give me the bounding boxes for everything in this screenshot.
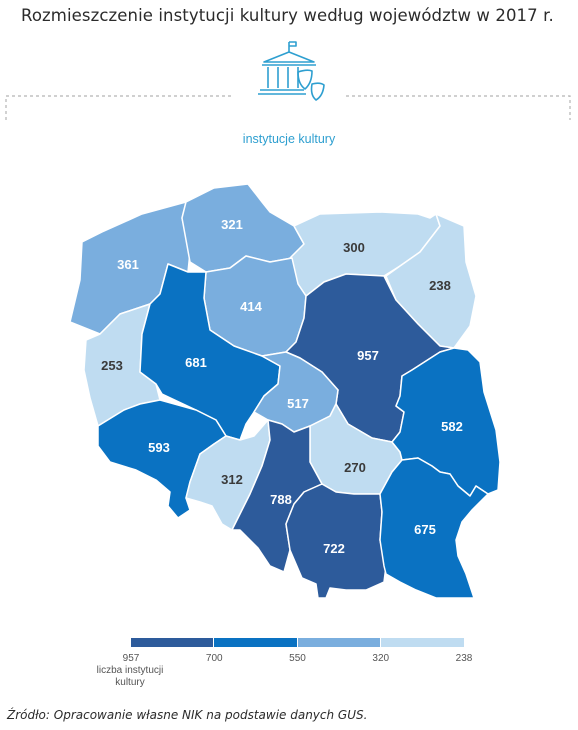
region-value-pomorskie: 321 bbox=[221, 217, 243, 232]
legend-tick-label: 700 bbox=[205, 653, 223, 664]
header-frame bbox=[5, 41, 571, 120]
poland-map: 361 321 300 238 414 253 681 957 517 593 312 270 582 7… bbox=[69, 183, 501, 599]
legend-tick-label: 550 bbox=[289, 653, 306, 664]
region-value-podlaskie: 238 bbox=[429, 278, 451, 293]
legend-swatch bbox=[214, 638, 297, 647]
region-value-lubelskie: 582 bbox=[441, 419, 463, 434]
chart-title: Rozmieszczenie instytucji kultury według… bbox=[21, 6, 554, 25]
region-value-opolskie: 312 bbox=[221, 472, 243, 487]
region-podkarpackie bbox=[379, 457, 489, 599]
region-value-slaskie: 788 bbox=[270, 492, 292, 507]
region-value-dolnoslaskie: 593 bbox=[148, 440, 170, 455]
region-value-warminsko-mazurskie: 300 bbox=[343, 240, 365, 255]
region-value-kujawsko-pomorskie: 414 bbox=[240, 299, 262, 314]
region-value-lodzkie: 517 bbox=[287, 396, 309, 411]
region-value-mazowieckie: 957 bbox=[357, 348, 379, 363]
legend-tick-label: 957 bbox=[122, 653, 140, 664]
region-value-malopolskie: 722 bbox=[323, 541, 345, 556]
museum-theatre-masks-icon bbox=[258, 41, 325, 101]
legend-swatch bbox=[131, 638, 214, 647]
source-note: Źródło: Opracowanie własne NIK na podsta… bbox=[7, 708, 368, 722]
legend-tick-label: 320 bbox=[372, 653, 390, 664]
region-value-wielkopolskie: 681 bbox=[185, 355, 207, 370]
legend-swatch bbox=[297, 638, 380, 647]
region-value-lubuskie: 253 bbox=[101, 358, 123, 373]
region-value-podkarpackie: 675 bbox=[414, 522, 436, 537]
legend-caption: liczba instytucji kultury bbox=[96, 665, 164, 688]
region-value-zachodniopomorskie: 361 bbox=[117, 257, 139, 272]
region-value-swietokrzyskie: 270 bbox=[344, 460, 366, 475]
category-label: instytucje kultury bbox=[242, 132, 336, 146]
legend-swatch bbox=[380, 638, 464, 647]
region-slaskie bbox=[231, 419, 323, 573]
legend-tick-label: 238 bbox=[455, 653, 473, 664]
